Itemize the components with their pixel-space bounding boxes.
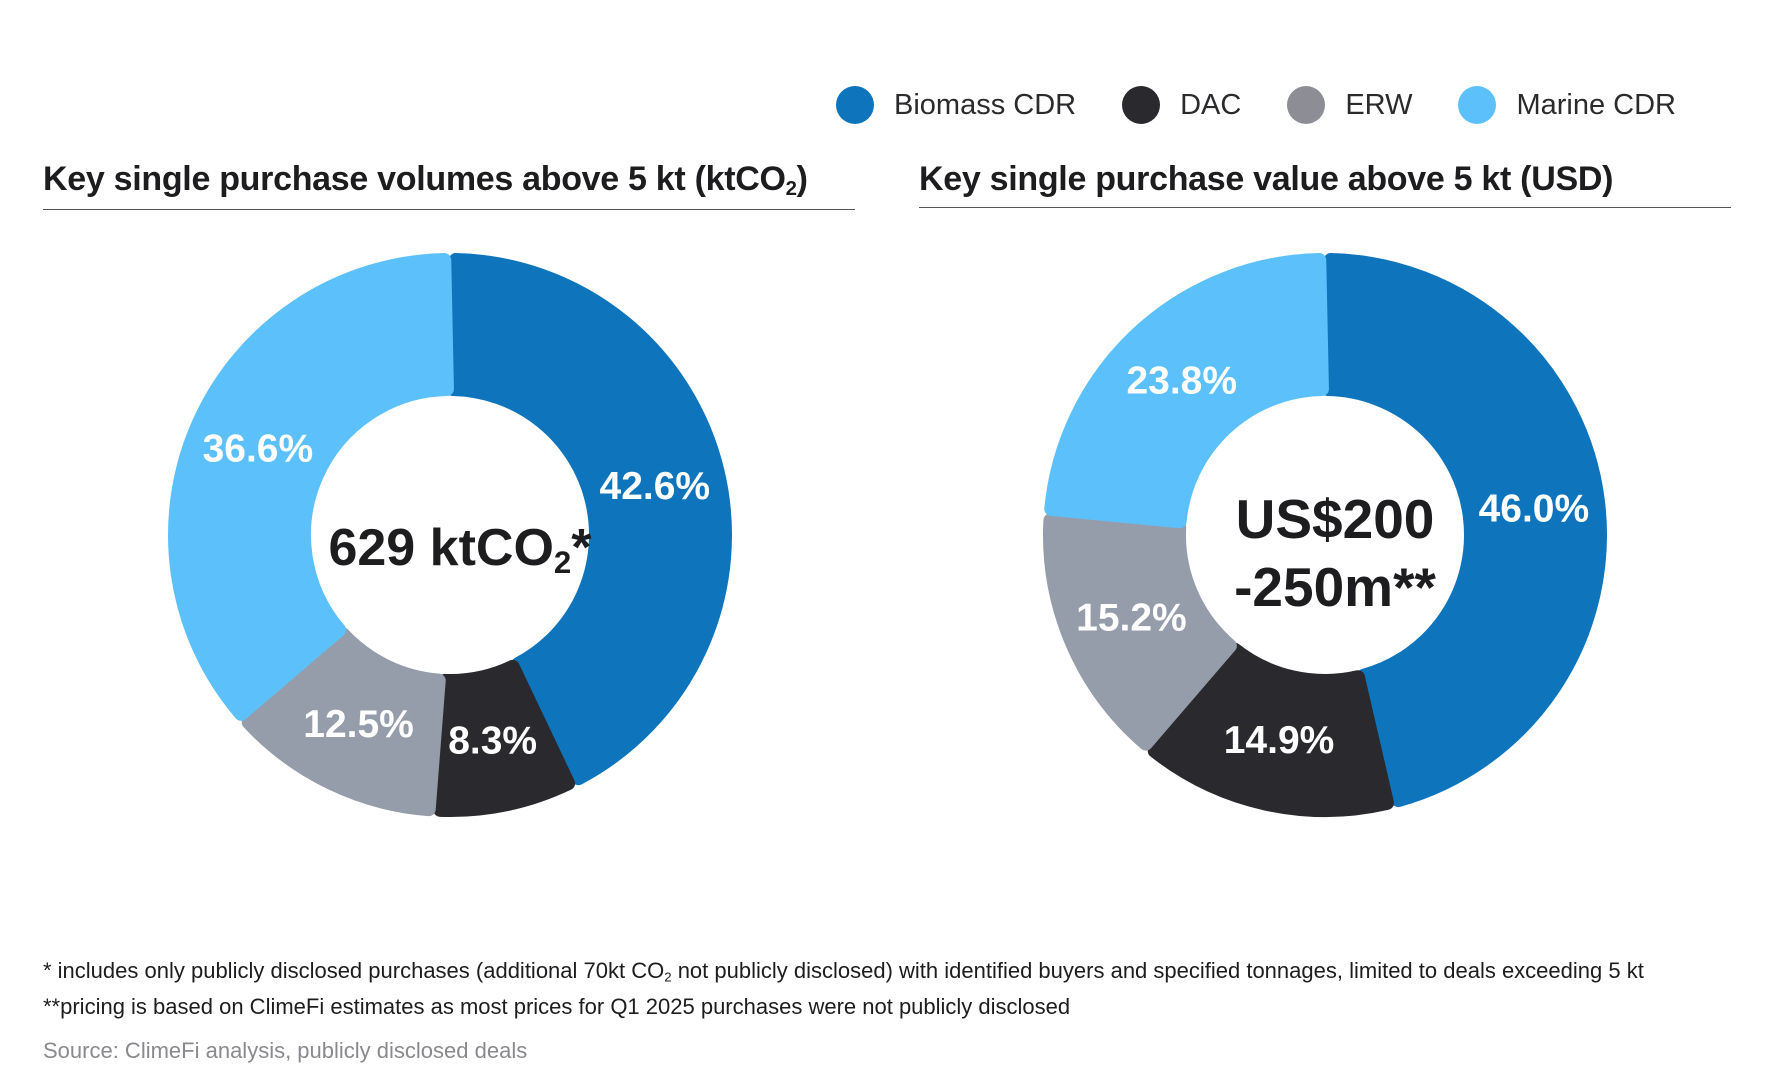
donut-slice-label-biomass-cdr: 42.6% xyxy=(600,465,711,508)
donut-slice-biomass-cdr xyxy=(1321,253,1607,808)
footnote1-subscript: 2 xyxy=(664,969,672,985)
donut-slice-label-dac: 14.9% xyxy=(1224,719,1335,762)
donut-slice-label-marine-cdr: 36.6% xyxy=(203,427,314,470)
volume-chart-title: Key single purchase volumes above 5 kt (… xyxy=(43,160,855,211)
legend-item-erw: ERW xyxy=(1287,86,1412,124)
legend-label: Biomass CDR xyxy=(894,88,1077,121)
donut-slice-biomass-cdr xyxy=(446,253,732,786)
legend-label: Marine CDR xyxy=(1516,88,1676,121)
donut-slice-erw xyxy=(1043,513,1237,751)
chart-legend: Biomass CDR DAC ERW Marine CDR xyxy=(790,86,1676,124)
donut-slice-label-dac: 8.3% xyxy=(448,720,537,763)
value-total-line2: -250m** xyxy=(1234,556,1436,618)
donut-slice-dac xyxy=(433,659,576,817)
legend-label: DAC xyxy=(1180,88,1242,121)
donut-slice-marine-cdr xyxy=(1044,253,1329,529)
donut-slice-label-marine-cdr: 23.8% xyxy=(1126,359,1237,402)
footnotes: * includes only publicly disclosed purch… xyxy=(43,958,1743,1030)
footnote1-part2: not publicly disclosed) with identified … xyxy=(671,958,1644,983)
volume-title-subscript: 2 xyxy=(785,178,797,201)
source-note: Source: ClimeFi analysis, publicly discl… xyxy=(43,1038,528,1063)
donut-slice-marine-cdr xyxy=(168,253,454,721)
legend-item-marine-cdr: Marine CDR xyxy=(1458,86,1676,124)
volume-total-subscript: 2 xyxy=(553,544,572,580)
volume-total-label: 629 ktCO2* xyxy=(290,518,630,581)
donut-slice-label-erw: 12.5% xyxy=(303,703,414,746)
donut-slice-dac xyxy=(1147,642,1395,817)
value-total-line1: US$200 xyxy=(1235,488,1435,550)
donut-slice-label-biomass-cdr: 46.0% xyxy=(1479,487,1590,530)
legend-swatch-dac xyxy=(1122,86,1161,124)
value-panel: Key single purchase value above 5 kt (US… xyxy=(919,160,1731,208)
legend-label: ERW xyxy=(1345,88,1413,121)
volume-title-main: Key single purchase volumes above 5 kt (… xyxy=(43,160,786,198)
value-donut-chart: 46.0% 14.9% 15.2% 23.8% xyxy=(1043,253,1607,817)
value-chart-title: Key single purchase value above 5 kt (US… xyxy=(919,160,1731,208)
footnote1-part1: * includes only publicly disclosed purch… xyxy=(43,958,665,983)
donut-slice-label-erw: 15.2% xyxy=(1076,596,1187,639)
footnote-pricing: **pricing is based on ClimeFi estimates … xyxy=(43,994,1071,1020)
volume-title-end: ) xyxy=(796,160,808,198)
legend-item-dac: DAC xyxy=(1122,86,1241,124)
volume-panel: Key single purchase volumes above 5 kt (… xyxy=(43,160,855,211)
volume-donut-chart: 42.6% 8.3% 12.5% 36.6% xyxy=(168,253,732,817)
legend-swatch-erw xyxy=(1287,86,1326,124)
legend-swatch-biomass-cdr xyxy=(836,86,874,124)
volume-total-end: * xyxy=(571,519,592,577)
donut-slice-erw xyxy=(241,627,446,817)
legend-swatch-marine-cdr xyxy=(1458,86,1497,124)
value-total-label: US$200 -250m** xyxy=(1195,485,1475,621)
footnote-disclosed-purchases: * includes only publicly disclosed purch… xyxy=(43,958,1743,984)
legend-item-biomass-cdr: Biomass CDR xyxy=(836,86,1076,124)
volume-total-main: 629 ktCO xyxy=(328,519,554,577)
